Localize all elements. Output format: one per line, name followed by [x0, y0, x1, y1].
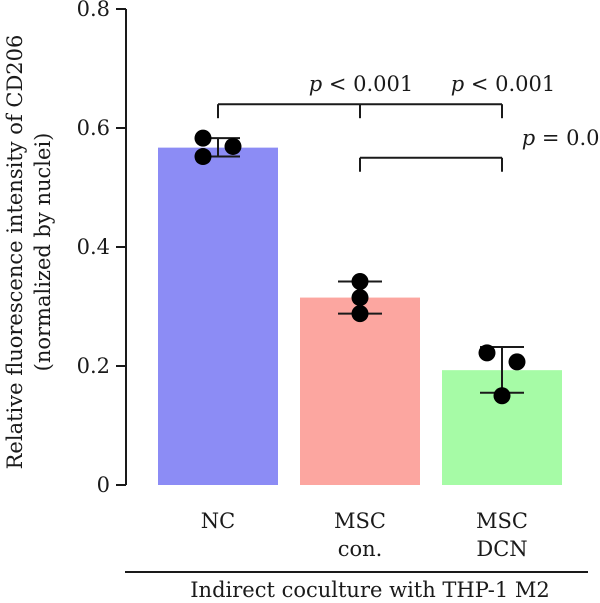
data-point: [493, 387, 511, 405]
y-tick-label: 0.4: [77, 235, 110, 259]
p-value-label: p < 0.001: [451, 72, 556, 96]
data-point: [508, 353, 526, 371]
data-point: [194, 129, 212, 147]
y-tick-label: 0: [97, 473, 110, 497]
data-point: [224, 137, 242, 155]
x-category-labels: NC MSC con. MSC DCN: [201, 509, 528, 561]
y-axis-title-line2: (normalized by nuclei): [31, 133, 55, 372]
x-category-label: NC: [201, 509, 235, 533]
data-point: [351, 305, 369, 323]
x-category-label: MSC: [334, 509, 386, 533]
y-tick-label: 0.8: [77, 0, 110, 21]
data-point: [194, 148, 212, 166]
x-category-label: con.: [338, 537, 383, 561]
p-value-label: p < 0.001: [309, 72, 414, 96]
data-point: [351, 273, 369, 291]
bars: [158, 147, 562, 485]
x-category-label: MSC: [476, 509, 528, 533]
data-point: [351, 289, 369, 307]
y-tick-label: 0.2: [77, 354, 110, 378]
data-point: [478, 344, 496, 362]
y-axis-title-line1: Relative fluorescence intensity of CD206: [3, 35, 27, 470]
x-category-label: DCN: [476, 537, 527, 561]
significance-brackets: p < 0.001 p < 0.001 p = 0.005: [217, 72, 600, 172]
y-axis: 0 0.2 0.4 0.6 0.8: [77, 0, 127, 497]
data-points: [194, 129, 526, 405]
bar: [300, 297, 420, 485]
bar: [158, 147, 278, 485]
p-value-label: p = 0.005: [522, 126, 600, 150]
y-tick-label: 0.6: [77, 116, 110, 140]
group-label: Indirect coculture with THP-1 M2: [190, 578, 549, 602]
